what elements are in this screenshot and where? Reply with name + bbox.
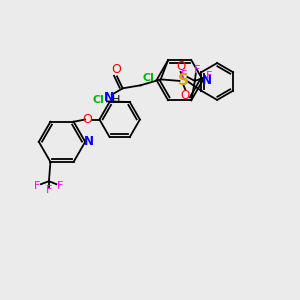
Text: S: S: [178, 74, 188, 88]
Text: F: F: [194, 64, 200, 75]
Text: F: F: [180, 70, 187, 80]
Text: O: O: [181, 88, 190, 102]
Text: Cl: Cl: [142, 73, 154, 83]
Text: O: O: [82, 113, 92, 126]
Text: N: N: [104, 91, 115, 104]
Text: H: H: [112, 95, 120, 105]
Text: N: N: [84, 135, 94, 148]
Text: O: O: [176, 60, 185, 73]
Text: O: O: [111, 63, 121, 76]
Text: F: F: [57, 181, 63, 191]
Text: Cl: Cl: [93, 95, 105, 105]
Text: F: F: [206, 70, 212, 81]
Text: F: F: [34, 181, 40, 191]
Text: F: F: [46, 185, 52, 195]
Text: N: N: [202, 74, 212, 87]
